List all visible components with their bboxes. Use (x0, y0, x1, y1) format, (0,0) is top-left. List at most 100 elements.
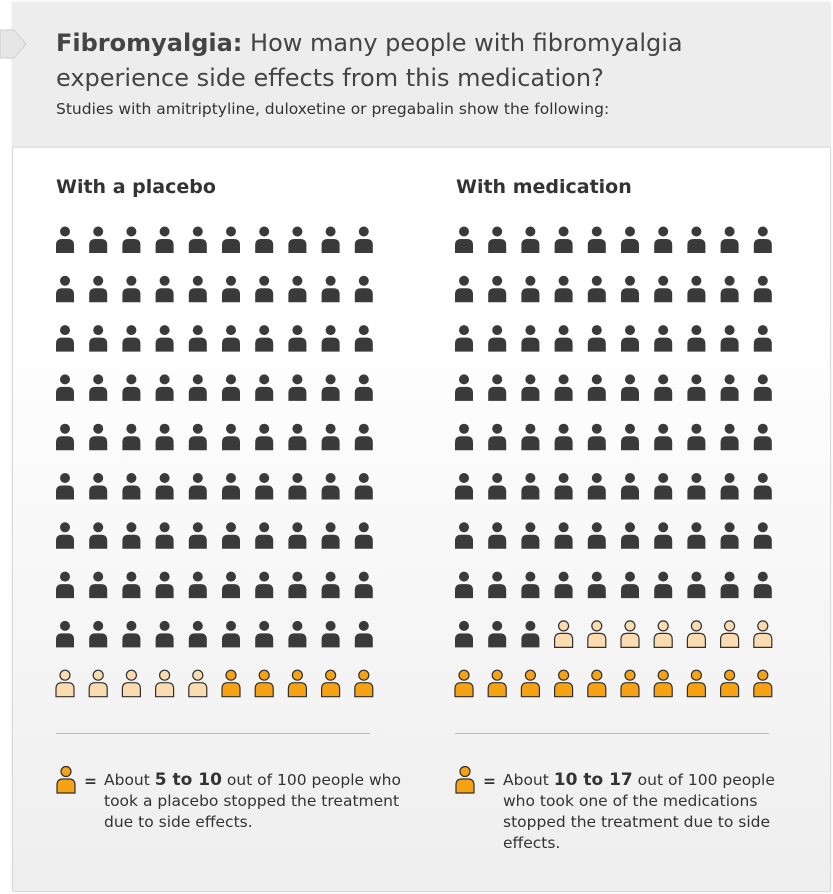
person-icon-placebo-no-effect (255, 473, 274, 500)
person-icon-medication-uncertain (753, 620, 773, 648)
person-icon-medication-no-effect (488, 226, 507, 253)
person-icon-medication-no-effect (488, 473, 507, 500)
person-icon-placebo-no-effect (255, 374, 274, 401)
medication-divider (455, 733, 769, 734)
person-icon-medication-no-effect (654, 473, 673, 500)
person-icon-placebo-no-effect (222, 522, 240, 549)
person-icon-placebo-no-effect (122, 226, 141, 253)
person-icon-medication-no-effect (455, 226, 473, 253)
person-icon-placebo-no-effect (321, 620, 340, 648)
person-icon-medication-no-effect (521, 473, 540, 500)
person-icon-placebo-no-effect (122, 325, 141, 352)
person-icon-placebo-no-effect (255, 620, 274, 648)
placebo-legend-range: 5 to 10 (154, 770, 222, 790)
person-icon-placebo-no-effect (155, 571, 174, 599)
person-icon-medication-no-effect (621, 571, 639, 599)
person-icon-medication-no-effect (621, 473, 639, 500)
person-icon-placebo-no-effect (188, 473, 207, 500)
person-icon-medication-uncertain (587, 620, 607, 648)
medication-legend-after: out of 100 people who took one of the me… (503, 771, 775, 852)
person-icon-medication-no-effect (621, 522, 639, 549)
person-icon-placebo-side-effect (254, 669, 274, 698)
person-icon-medication-no-effect (687, 473, 706, 500)
person-icon-medication-no-effect (554, 275, 573, 303)
person-icon-placebo-no-effect (354, 473, 373, 500)
person-icon-placebo-no-effect (89, 473, 108, 500)
person-icon-placebo-no-effect (188, 374, 207, 401)
title-question: How many people with fibromyalgia experi… (56, 29, 683, 92)
person-icon-placebo-no-effect (255, 522, 274, 549)
person-icon-placebo-no-effect (155, 275, 174, 303)
person-icon-placebo-no-effect (288, 226, 307, 253)
person-icon-medication-no-effect (687, 423, 706, 451)
person-icon-medication-no-effect (521, 226, 540, 253)
person-icon-medication-no-effect (621, 275, 639, 303)
person-icon-medication-no-effect (720, 423, 739, 451)
person-icon-medication-no-effect (687, 571, 706, 599)
person-icon-placebo-no-effect (354, 571, 373, 599)
medication-legend-equals: = (483, 772, 496, 790)
person-icon-placebo-no-effect (122, 620, 141, 648)
person-icon-placebo-uncertain (188, 669, 208, 698)
person-icon-placebo-no-effect (56, 473, 74, 500)
person-icon-medication-no-effect (753, 423, 772, 451)
person-icon-placebo-no-effect (288, 423, 307, 451)
person-icon-placebo-side-effect (287, 669, 307, 698)
person-icon-medication-side-effect (720, 669, 740, 698)
person-icon-placebo-no-effect (321, 571, 340, 599)
person-icon-placebo-no-effect (222, 374, 240, 401)
person-icon-placebo-no-effect (89, 325, 108, 352)
person-icon-medication-side-effect (520, 669, 540, 698)
person-icon-medication-no-effect (587, 374, 606, 401)
person-icon-medication-no-effect (455, 522, 473, 549)
person-icon-placebo-no-effect (354, 325, 373, 352)
person-icon-medication-uncertain (554, 620, 574, 648)
person-icon-placebo-no-effect (321, 374, 340, 401)
person-icon-medication-no-effect (521, 374, 540, 401)
person-icon-placebo-no-effect (188, 423, 207, 451)
person-icon-placebo-side-effect (221, 669, 241, 698)
person-icon-medication-side-effect (487, 669, 507, 698)
person-icon-placebo-no-effect (354, 522, 373, 549)
person-icon-medication-side-effect (587, 669, 607, 698)
person-icon-placebo-no-effect (321, 226, 340, 253)
person-icon-placebo-no-effect (222, 620, 240, 648)
placebo-legend-text: About 5 to 10 out of 100 people who took… (104, 770, 404, 833)
person-icon-medication-no-effect (621, 374, 639, 401)
person-icon-placebo-no-effect (188, 226, 207, 253)
person-icon-medication-uncertain (686, 620, 706, 648)
person-icon-placebo-no-effect (288, 325, 307, 352)
person-icon-placebo-no-effect (89, 374, 108, 401)
person-icon-medication-no-effect (587, 571, 606, 599)
person-icon-placebo-no-effect (288, 374, 307, 401)
person-icon-medication-no-effect (687, 275, 706, 303)
person-icon-medication-side-effect (554, 669, 574, 698)
person-icon-placebo-no-effect (288, 571, 307, 599)
person-icon-placebo-no-effect (56, 275, 74, 303)
person-icon-placebo-no-effect (56, 522, 74, 549)
person-icon-placebo-no-effect (89, 571, 108, 599)
legend-side-effect-person-icon (56, 765, 76, 794)
person-icon-medication-no-effect (554, 473, 573, 500)
person-icon-medication-no-effect (654, 571, 673, 599)
person-icon-placebo-no-effect (288, 473, 307, 500)
person-icon-medication-no-effect (654, 325, 673, 352)
placebo-legend-after: out of 100 people who took a placebo sto… (104, 771, 401, 831)
person-icon-placebo-no-effect (155, 620, 174, 648)
person-icon-medication-no-effect (687, 374, 706, 401)
person-icon-medication-no-effect (587, 473, 606, 500)
person-icon-medication-no-effect (753, 275, 772, 303)
person-icon-placebo-uncertain (155, 669, 175, 698)
person-icon-placebo-uncertain (55, 669, 75, 698)
person-icon-placebo-no-effect (89, 423, 108, 451)
person-icon-medication-no-effect (720, 522, 739, 549)
placebo-legend-before: About (104, 771, 155, 789)
person-icon-medication-no-effect (521, 275, 540, 303)
person-icon-placebo-no-effect (222, 325, 240, 352)
person-icon-placebo-no-effect (222, 473, 240, 500)
person-icon-placebo-no-effect (188, 522, 207, 549)
person-icon-medication-no-effect (621, 423, 639, 451)
person-icon-medication-no-effect (753, 473, 772, 500)
person-icon-medication-side-effect (653, 669, 673, 698)
person-icon-medication-no-effect (554, 226, 573, 253)
